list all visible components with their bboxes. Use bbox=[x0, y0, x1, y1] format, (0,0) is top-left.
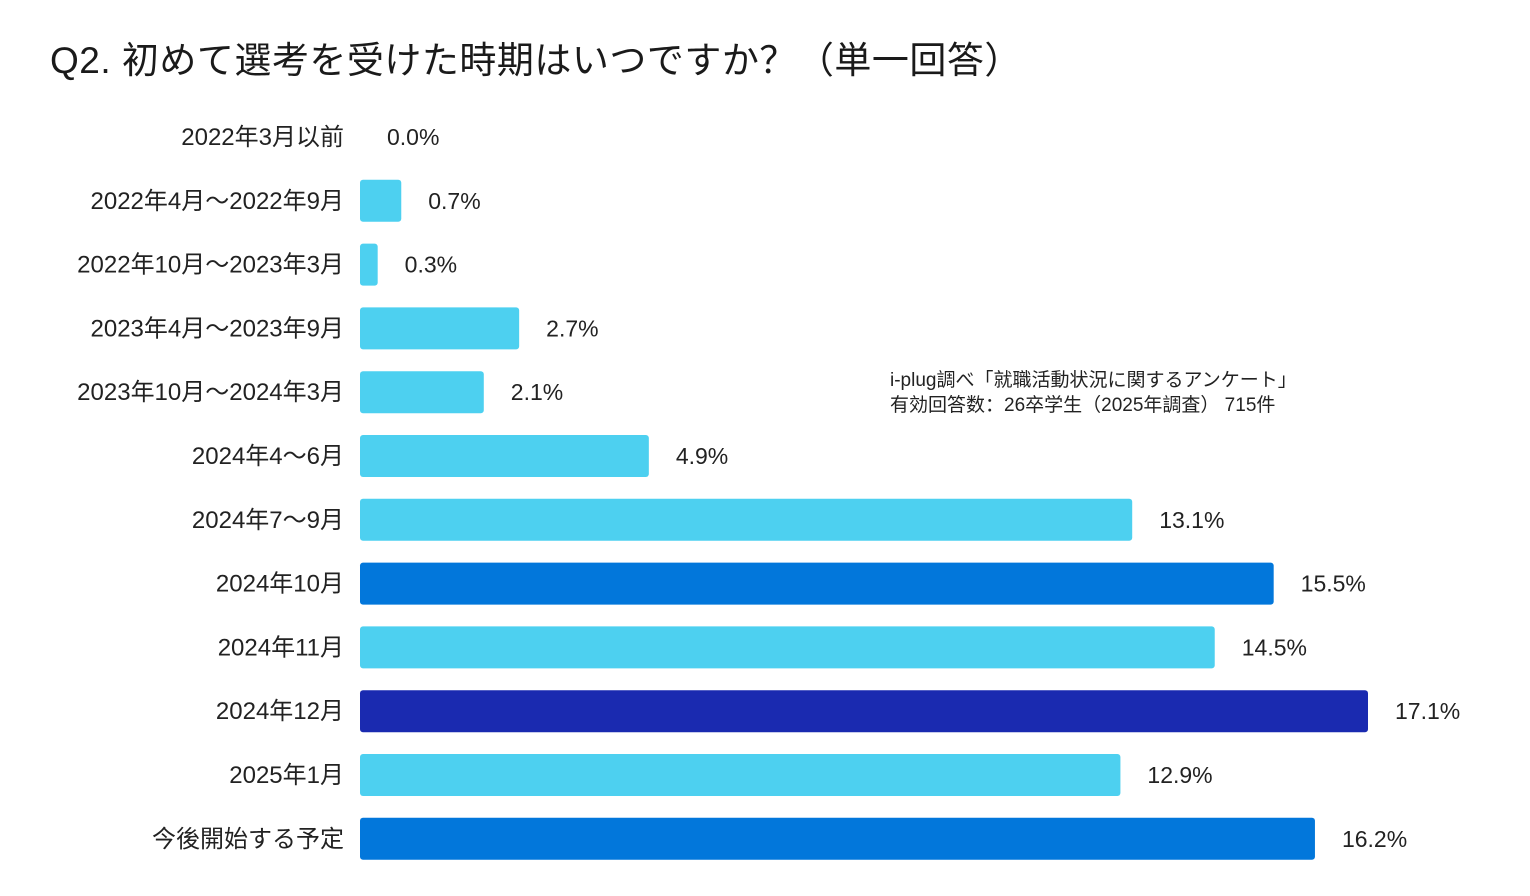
value-label: 0.0% bbox=[387, 124, 439, 150]
bar bbox=[360, 754, 1121, 796]
value-label: 12.9% bbox=[1147, 762, 1212, 788]
value-label: 0.7% bbox=[428, 188, 480, 214]
value-label: 16.2% bbox=[1342, 826, 1407, 852]
bar bbox=[360, 498, 1133, 541]
category-label: 2023年10月〜2024年3月 bbox=[77, 379, 344, 406]
bar bbox=[360, 243, 378, 286]
bar bbox=[360, 817, 1315, 860]
category-label: 2023年4月〜2023年9月 bbox=[91, 315, 344, 342]
category-label: 2022年3月以前 bbox=[181, 124, 344, 151]
bar bbox=[360, 435, 649, 477]
category-label: 2024年12月 bbox=[216, 698, 344, 725]
bar bbox=[360, 626, 1215, 669]
category-label: 2025年1月 bbox=[229, 762, 344, 789]
value-label: 2.1% bbox=[511, 379, 563, 405]
category-label: 2024年11月 bbox=[218, 634, 344, 661]
bar bbox=[360, 690, 1368, 733]
bar bbox=[360, 562, 1274, 605]
source-line-1: i-plug調べ「就職活動状況に関するアンケート」 bbox=[890, 370, 1297, 391]
category-label: 2022年10月〜2023年3月 bbox=[77, 252, 344, 279]
value-label: 0.3% bbox=[405, 252, 457, 278]
category-label: 2024年4〜6月 bbox=[192, 443, 344, 470]
value-label: 13.1% bbox=[1159, 507, 1224, 533]
source-line-2: 有効回答数：26卒学生（2025年調査） 715件 bbox=[890, 395, 1276, 416]
chart-title: Q2. 初めて選考を受けた時期はいつですか？（単一回答） bbox=[50, 40, 1022, 81]
value-label: 17.1% bbox=[1395, 698, 1460, 724]
value-label: 15.5% bbox=[1301, 571, 1366, 597]
source-note: i-plug調べ「就職活動状況に関するアンケート」 有効回答数：26卒学生（20… bbox=[890, 368, 1297, 418]
value-label: 14.5% bbox=[1242, 634, 1307, 660]
category-label: 今後開始する予定 bbox=[152, 826, 344, 853]
category-label: 2024年10月 bbox=[216, 571, 344, 598]
category-label: 2024年7〜9月 bbox=[192, 507, 344, 534]
category-label: 2022年4月〜2022年9月 bbox=[91, 188, 344, 215]
value-label: 2.7% bbox=[546, 315, 598, 341]
bar bbox=[360, 179, 402, 222]
bar bbox=[360, 307, 520, 350]
value-label: 4.9% bbox=[676, 443, 728, 469]
bar bbox=[360, 371, 484, 414]
